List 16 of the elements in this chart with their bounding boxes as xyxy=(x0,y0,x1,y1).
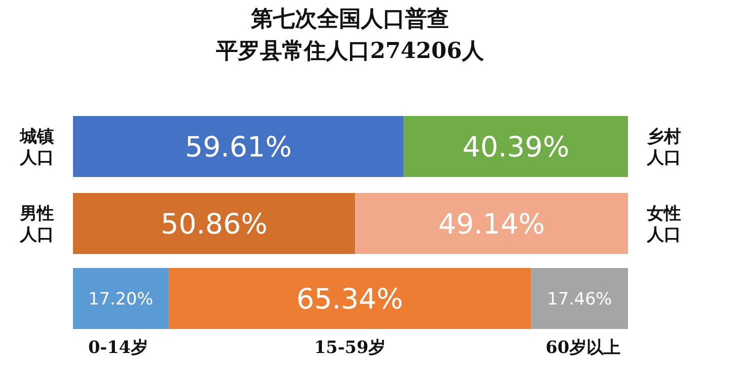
chart-subtitle: 平罗县常住人口274206人 xyxy=(215,38,485,64)
data-label: 17.46% xyxy=(547,290,612,310)
data-label: 65.34% xyxy=(296,282,404,316)
series-label: 城镇人口 xyxy=(19,126,54,168)
series-label: 乡村人口 xyxy=(646,126,681,168)
data-label: 50.86% xyxy=(160,208,268,241)
series-label: 女性人口 xyxy=(646,204,681,246)
series-label: 0-14岁 xyxy=(88,338,148,358)
chart-title: 第七次全国人口普查 xyxy=(250,6,449,32)
series-label: 60岁以上 xyxy=(546,338,620,358)
data-label: 40.39% xyxy=(462,130,570,164)
series-label: 男性人口 xyxy=(19,204,54,246)
series-label: 15-59岁 xyxy=(314,338,386,358)
data-label: 49.14% xyxy=(438,208,546,241)
data-label: 17.20% xyxy=(88,290,154,310)
data-label: 59.61% xyxy=(185,130,292,164)
